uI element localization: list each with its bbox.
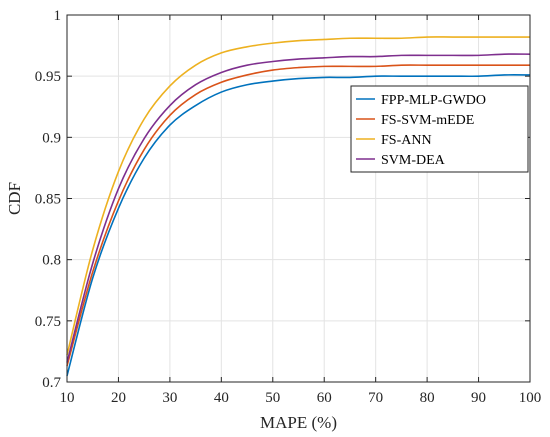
legend-label-fs-ann: FS-ANN xyxy=(381,133,432,148)
x-tick-label: 60 xyxy=(317,390,332,406)
x-tick-label: 50 xyxy=(265,390,280,406)
y-tick-label: 0.9 xyxy=(42,130,61,146)
x-tick-label: 40 xyxy=(214,390,229,406)
x-tick-label: 90 xyxy=(471,390,486,406)
series-line-svm-dea xyxy=(66,53,531,363)
legend-label-fpp-mlp-gwdo: FPP-MLP-GWDO xyxy=(381,93,486,108)
y-tick-label: 0.95 xyxy=(35,69,61,85)
legend-box xyxy=(350,85,529,173)
y-tick-label: 0.85 xyxy=(35,192,61,208)
x-tick-label: 30 xyxy=(162,390,177,406)
x-tick-label: 20 xyxy=(111,390,126,406)
y-tick-label: 0.75 xyxy=(35,314,61,330)
y-axis-title: CDF xyxy=(5,182,24,215)
legend: FPP-MLP-GWDO FS-SVM-mEDE FS-ANN SVM-DEA xyxy=(350,85,529,173)
x-tick-label: 100 xyxy=(519,390,542,406)
series-line-fpp-mlp-gwdo xyxy=(66,74,531,377)
y-tick-label: 1 xyxy=(54,8,62,24)
x-tick-label: 80 xyxy=(420,390,435,406)
series-line-fs-svm-mede xyxy=(66,64,530,367)
axis-ticks: 10 20 30 40 50 60 70 80 90 100 0.7 0.75 0.8 0.85 0.9 0.… xyxy=(35,8,542,406)
legend-label-svm-dea: SVM-DEA xyxy=(381,153,446,168)
legend-label-fs-svm-mede: FS-SVM-mEDE xyxy=(381,113,474,128)
x-axis-title: MAPE (%) xyxy=(260,413,337,432)
x-tick-label: 70 xyxy=(368,390,383,406)
y-tick-label: 0.7 xyxy=(42,375,61,391)
series-line-fs-ann xyxy=(66,36,530,356)
x-tick-label: 10 xyxy=(60,390,75,406)
y-tick-label: 0.8 xyxy=(42,253,61,269)
series-lines xyxy=(66,36,531,377)
